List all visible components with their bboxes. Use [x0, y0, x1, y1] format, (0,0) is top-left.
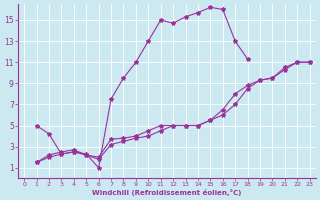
X-axis label: Windchill (Refroidissement éolien,°C): Windchill (Refroidissement éolien,°C) — [92, 189, 242, 196]
